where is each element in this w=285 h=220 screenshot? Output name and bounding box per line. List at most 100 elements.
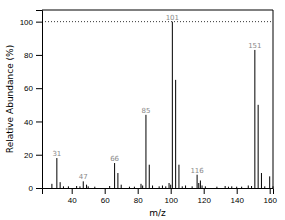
tick: 160 <box>264 188 278 205</box>
peak <box>170 185 171 188</box>
peak-label: 116 <box>190 167 204 175</box>
frame <box>42 10 273 11</box>
peak <box>261 173 262 188</box>
peak <box>228 187 229 188</box>
frame <box>273 10 274 188</box>
x-axis: 40 60 80 100 120 140 160 <box>43 188 278 205</box>
peak <box>198 183 199 188</box>
peak-label: 85 <box>141 107 150 115</box>
peak <box>56 158 57 188</box>
y-axis: 0 20 40 60 80 100 <box>20 11 43 194</box>
peak <box>141 184 142 188</box>
peak <box>241 187 242 188</box>
tick-mark <box>72 188 73 194</box>
peak <box>121 185 122 188</box>
peak <box>202 186 203 188</box>
tick: 120 <box>198 188 212 205</box>
tick-label: 60 <box>24 84 33 93</box>
tick: 140 <box>231 188 245 205</box>
peak <box>225 186 226 188</box>
peak <box>258 105 259 188</box>
plot: 40 60 80 100 120 140 160 0 20 40 60 80 100 31 47 66 85 10… <box>20 10 278 205</box>
tick-label: 160 <box>264 196 278 205</box>
tick-label: 80 <box>134 196 143 205</box>
peak-label: 151 <box>248 42 261 50</box>
peak <box>169 183 170 188</box>
peak <box>192 186 193 188</box>
axis-line <box>36 11 43 189</box>
tick-mark <box>105 188 106 194</box>
tick: 0 <box>29 184 42 193</box>
tick: 60 <box>101 188 110 205</box>
peak <box>182 186 183 188</box>
peak <box>197 175 198 188</box>
peak-label: 66 <box>110 155 119 163</box>
tick-label: 60 <box>101 196 110 205</box>
peak <box>142 186 143 188</box>
tick: 80 <box>24 51 42 60</box>
tick-mark <box>138 188 139 194</box>
annotations: 31 47 66 85 101 116 151 <box>52 14 261 182</box>
tick-label: 40 <box>68 196 77 205</box>
tick-mark <box>36 22 42 23</box>
tick: 20 <box>24 151 42 160</box>
y-axis-title: Relative Abundance (%) <box>5 45 15 153</box>
tick: 40 <box>24 118 42 127</box>
tick-label: 140 <box>231 196 245 205</box>
peak <box>60 182 61 188</box>
marks <box>42 22 273 188</box>
peak <box>264 186 265 188</box>
peak <box>165 186 166 188</box>
peak <box>51 184 52 188</box>
tick-mark <box>36 55 42 56</box>
tick-label: 80 <box>24 51 33 60</box>
peak <box>251 186 252 188</box>
peak <box>109 186 110 188</box>
peak <box>152 186 153 188</box>
axis-line <box>43 189 274 195</box>
peak <box>178 165 179 188</box>
peak <box>248 186 249 188</box>
peak <box>88 186 89 188</box>
tick-label: 20 <box>24 151 33 160</box>
tick-label: 100 <box>20 18 34 27</box>
peak <box>269 176 270 188</box>
peak <box>175 80 176 188</box>
peak-label: 101 <box>166 14 179 22</box>
reference-line <box>42 21 273 22</box>
peak <box>63 186 64 188</box>
peak <box>159 186 160 188</box>
peak <box>172 22 173 188</box>
peak <box>216 187 217 188</box>
peak <box>236 187 237 188</box>
peak <box>86 185 87 188</box>
peak <box>200 181 201 188</box>
tick-label: 0 <box>29 184 34 193</box>
tick-mark <box>36 188 42 189</box>
peak <box>162 186 163 188</box>
x-axis-title: m/z <box>149 208 166 218</box>
peak <box>149 165 150 188</box>
peak <box>185 186 186 188</box>
tick-label: 120 <box>198 196 212 205</box>
peak <box>145 115 146 188</box>
peak <box>231 186 232 188</box>
tick-mark <box>171 188 172 194</box>
peak <box>254 50 255 188</box>
peak-label: 47 <box>79 173 88 181</box>
peak <box>205 186 206 188</box>
tick-mark <box>36 155 42 156</box>
peak <box>94 187 95 188</box>
tick-label: 40 <box>24 118 33 127</box>
peak-label: 31 <box>52 150 61 158</box>
tick-label: 100 <box>165 196 179 205</box>
peak <box>79 186 80 188</box>
tick-mark <box>36 88 42 89</box>
tick-mark <box>204 188 205 194</box>
tick: 100 <box>165 188 179 205</box>
peak <box>76 186 77 188</box>
peak <box>134 187 135 188</box>
tick-mark <box>237 188 238 194</box>
peak <box>68 186 69 188</box>
tick-mark <box>270 188 271 194</box>
